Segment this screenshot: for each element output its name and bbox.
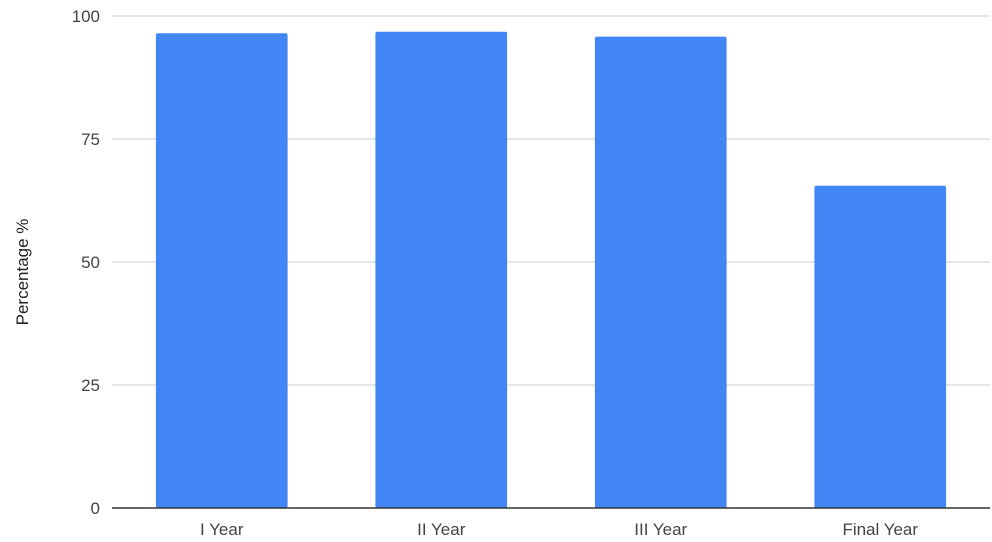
x-category-label: I Year xyxy=(200,520,244,539)
x-category-label: Final Year xyxy=(842,520,918,539)
y-tick-label: 100 xyxy=(72,7,100,26)
y-tick-label: 75 xyxy=(81,130,100,149)
y-tick-label: 50 xyxy=(81,253,100,272)
x-category-label: II Year xyxy=(417,520,466,539)
y-tick-label: 0 xyxy=(91,499,100,518)
y-tick-label: 25 xyxy=(81,376,100,395)
bars xyxy=(155,31,947,509)
x-category-label: III Year xyxy=(634,520,687,539)
bar-final-year xyxy=(814,185,947,509)
y-tick-labels: 0 25 50 75 100 xyxy=(72,7,100,518)
bar-iii-year xyxy=(594,36,727,508)
x-category-labels: I Year II Year III Year Final Year xyxy=(200,520,918,539)
y-axis-title: Percentage % xyxy=(13,219,32,326)
bar-ii-year xyxy=(375,31,508,509)
bar-i-year xyxy=(155,33,288,508)
